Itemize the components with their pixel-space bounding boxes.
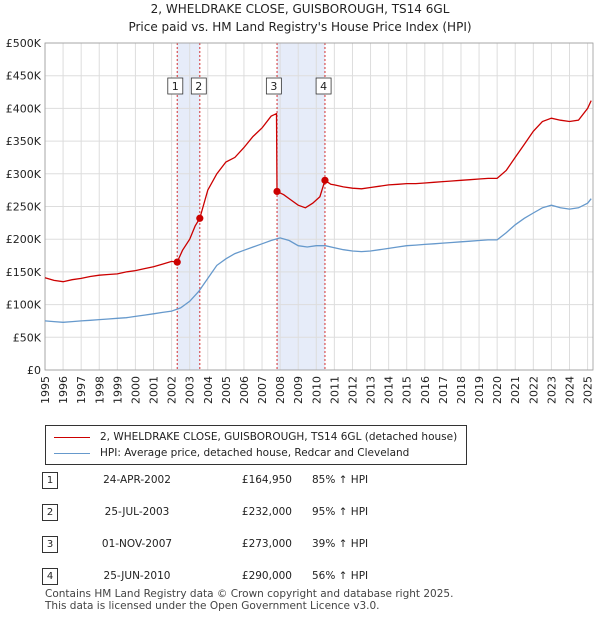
- sale-date: 25-JUL-2003: [104, 506, 170, 518]
- legend-swatch-hpi: [54, 452, 90, 454]
- legend-item-property: 2, WHELDRAKE CLOSE, GUISBOROUGH, TS14 6G…: [54, 429, 457, 445]
- sale-hpi-change: 56% ↑ HPI: [312, 570, 369, 582]
- sale-number-label: 2: [195, 80, 202, 93]
- x-tick-label: 2024: [563, 376, 576, 404]
- sale-price: £290,000: [241, 570, 292, 582]
- x-tick-label: 2021: [509, 376, 522, 404]
- x-tick-label: 2013: [365, 376, 378, 404]
- y-tick-label: £250K: [6, 201, 42, 214]
- sale-price: £232,000: [241, 506, 292, 518]
- y-tick-label: £150K: [6, 266, 42, 279]
- sale-hpi-change: 39% ↑ HPI: [312, 538, 369, 550]
- x-tick-label: 2007: [256, 376, 269, 404]
- sale-number-badge: 1: [42, 472, 58, 489]
- x-tick-label: 2023: [545, 376, 558, 404]
- legend-item-hpi: HPI: Average price, detached house, Redc…: [54, 445, 409, 461]
- x-tick-label: 2020: [491, 376, 504, 404]
- x-tick-label: 2002: [166, 376, 179, 404]
- y-tick-label: £500K: [6, 37, 42, 50]
- sale-number-label: 4: [320, 80, 327, 93]
- chart-title: 2, WHELDRAKE CLOSE, GUISBOROUGH, TS14 6G…: [151, 2, 450, 16]
- sale-number-label: 3: [270, 80, 277, 93]
- sale-point: [273, 187, 281, 196]
- table-row: 3 01-NOV-2007 £273,000 39% ↑ HPI: [42, 536, 522, 554]
- sale-date: 01-NOV-2007: [101, 538, 173, 550]
- footer-license: This data is licensed under the Open Gov…: [45, 600, 380, 612]
- sale-price: £273,000: [241, 538, 292, 550]
- y-tick-label: £400K: [6, 102, 42, 115]
- x-tick-label: 2000: [129, 376, 142, 404]
- hpi-series-line: [44, 198, 592, 323]
- x-tick-label: 2018: [455, 376, 468, 404]
- x-tick-label: 2004: [202, 376, 215, 404]
- table-row: 1 24-APR-2002 £164,950 85% ↑ HPI: [42, 472, 522, 490]
- y-tick-label: £0: [27, 364, 41, 377]
- sale-point: [196, 214, 204, 222]
- y-tick-label: £350K: [6, 135, 42, 148]
- sale-hpi-change: 95% ↑ HPI: [312, 506, 369, 518]
- price-chart: 2, WHELDRAKE CLOSE, GUISBOROUGH, TS14 6G…: [6, 2, 595, 404]
- y-tick-label: £50K: [13, 331, 42, 344]
- legend-label-hpi: HPI: Average price, detached house, Redc…: [100, 447, 410, 459]
- x-tick-label: 1996: [57, 376, 70, 404]
- table-row: 2 25-JUL-2003 £232,000 95% ↑ HPI: [42, 504, 522, 522]
- sale-point: [321, 176, 329, 184]
- sale-number-badge: 3: [42, 536, 58, 553]
- x-tick-label: 2003: [184, 376, 197, 404]
- x-tick-label: 2006: [238, 376, 251, 404]
- legend: 2, WHELDRAKE CLOSE, GUISBOROUGH, TS14 6G…: [45, 425, 467, 465]
- x-tick-label: 2019: [473, 376, 486, 404]
- y-tick-label: £100K: [6, 299, 42, 312]
- x-tick-label: 1997: [75, 376, 88, 404]
- x-tick-label: 2010: [310, 376, 323, 404]
- footer-attribution: Contains HM Land Registry data © Crown c…: [45, 588, 453, 612]
- sale-number-badge: 4: [42, 568, 58, 585]
- y-tick-label: £450K: [6, 70, 42, 83]
- legend-label-property: 2, WHELDRAKE CLOSE, GUISBOROUGH, TS14 6G…: [100, 431, 458, 443]
- x-tick-label: 1995: [39, 376, 52, 404]
- sale-date: 25-JUN-2010: [103, 570, 171, 582]
- x-tick-label: 1998: [93, 376, 106, 404]
- x-tick-label: 2016: [419, 376, 432, 404]
- x-tick-label: 2025: [582, 376, 595, 404]
- property-series-line: [44, 100, 592, 283]
- x-tick-label: 2017: [437, 376, 450, 404]
- y-tick-label: £300K: [6, 168, 42, 181]
- sale-number-box: [190, 77, 207, 95]
- sale-date: 24-APR-2002: [103, 474, 171, 486]
- y-tick-label: £200K: [6, 233, 42, 246]
- sale-hpi-change: 85% ↑ HPI: [312, 474, 369, 486]
- x-tick-label: 2014: [383, 376, 396, 404]
- x-tick-label: 2009: [292, 376, 305, 404]
- x-tick-label: 1999: [111, 376, 124, 404]
- chart-subtitle: Price paid vs. HM Land Registry's House …: [128, 20, 471, 34]
- sale-number-box: [167, 77, 184, 95]
- legend-swatch-property: [54, 436, 90, 438]
- x-tick-label: 2005: [220, 376, 233, 404]
- table-row: 4 25-JUN-2010 £290,000 56% ↑ HPI: [42, 568, 522, 586]
- sale-number-box: [265, 77, 282, 95]
- sale-point: [173, 258, 181, 266]
- sale-price: £164,950: [241, 474, 292, 486]
- x-tick-label: 2008: [274, 376, 287, 404]
- sale-number-label: 1: [172, 80, 179, 93]
- footer-copyright: Contains HM Land Registry data © Crown c…: [45, 588, 454, 600]
- x-tick-label: 2012: [346, 376, 359, 404]
- x-tick-label: 2001: [148, 376, 161, 404]
- sale-number-badge: 2: [42, 504, 58, 521]
- x-tick-label: 2011: [328, 376, 341, 404]
- plot-area-border: [44, 42, 594, 371]
- sale-number-box: [315, 77, 332, 95]
- x-tick-label: 2022: [527, 376, 540, 404]
- x-tick-label: 2015: [401, 376, 414, 404]
